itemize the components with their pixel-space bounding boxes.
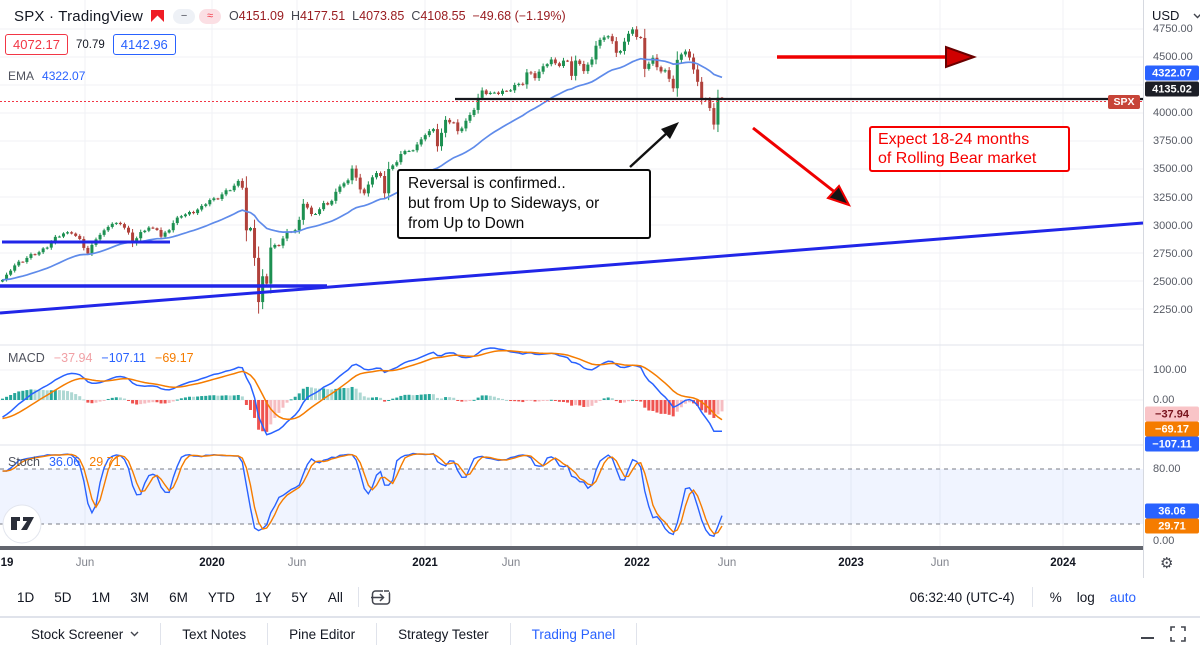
range-button-5d[interactable]: 5D	[54, 589, 72, 605]
chevron-down-icon	[130, 631, 139, 637]
time-axis-label: 2020	[199, 557, 225, 569]
macd-label: MACD	[8, 351, 45, 365]
range-buttons: 1D 5D 1M 3M 6M YTD 1Y 5Y All	[0, 588, 346, 607]
range-button-6m[interactable]: 6M	[169, 589, 188, 605]
time-axis-label: 2021	[412, 557, 438, 569]
price-tick: 80.00	[1153, 463, 1181, 475]
reversal-annotation-box[interactable]: Reversal is confirmed.. but from Up to Si…	[397, 169, 651, 239]
stoch-legend: Stoch 36.06 29.71	[8, 455, 121, 469]
macd-value: −107.11	[101, 351, 147, 365]
range-button-5y[interactable]: 5Y	[291, 589, 308, 605]
pane-resize-divider[interactable]	[0, 546, 1200, 550]
time-axis-label: Jun	[717, 557, 737, 569]
time-axis[interactable]: ⚙ 19 Jun 2020 Jun 2021 Jun 2022 Jun 2023 Jun 2024	[0, 550, 1200, 579]
percent-scale-button[interactable]: %	[1049, 589, 1062, 605]
price-badge: −37.94	[1145, 406, 1199, 422]
price-badge: 29.71	[1145, 518, 1199, 534]
bear-market-annotation-box[interactable]: Expect 18-24 months of Rolling Bear marke…	[869, 126, 1070, 172]
range-button-1d[interactable]: 1D	[17, 589, 35, 605]
price-badge: 4322.07	[1145, 65, 1199, 81]
alert-price-red-box[interactable]: 4072.17	[5, 34, 68, 55]
bottom-tab-bar: Stock Screener Text Notes Pine Editor Strat…	[0, 617, 1200, 649]
approx-pill[interactable]: ≈	[199, 8, 222, 24]
ema-label: EMA	[8, 69, 35, 83]
price-tick: 3250.00	[1153, 192, 1193, 204]
price-tick: 2750.00	[1153, 248, 1193, 260]
symbol-title[interactable]: SPX · TradingView	[14, 7, 144, 25]
tab-divider	[160, 623, 162, 645]
go-to-date-icon[interactable]	[370, 588, 392, 606]
gear-icon[interactable]: ⚙	[1160, 555, 1174, 572]
price-tick: 2250.00	[1153, 304, 1193, 316]
price-axis[interactable]: USD 4750.00 4500.00 4000.00 3750.00 3500.00 3…	[1143, 0, 1200, 550]
macd-value: −69.17	[155, 351, 194, 365]
time-axis-label: Jun	[75, 557, 95, 569]
toolbar-divider	[357, 587, 359, 607]
stoch-k-value: 36.06	[48, 455, 81, 469]
price-tick: 4000.00	[1153, 107, 1193, 119]
time-axis-label: Jun	[287, 557, 307, 569]
axis-separator	[1143, 550, 1144, 578]
price-badge: 36.06	[1145, 503, 1199, 519]
price-tick: 0.00	[1153, 535, 1175, 547]
price-tick: 100.00	[1153, 364, 1187, 376]
range-button-3m[interactable]: 3M	[130, 589, 150, 605]
time-axis-label: 2023	[838, 557, 864, 569]
macd-value: −37.94	[53, 351, 93, 365]
macd-legend: MACD −37.94 −107.11 −69.17	[8, 351, 194, 365]
price-tick: 4750.00	[1153, 23, 1193, 35]
time-axis-label: 19	[0, 557, 14, 569]
mid-value-label: 70.79	[76, 38, 105, 51]
tab-divider	[376, 623, 378, 645]
price-boxes-row: 4072.17 70.79 4142.96	[5, 34, 176, 55]
ema-value: 4322.07	[42, 69, 86, 83]
price-tick: 3000.00	[1153, 220, 1193, 232]
stoch-d-value: 29.71	[89, 455, 121, 469]
clock-label: 06:32:40 (UTC-4)	[909, 589, 1015, 605]
price-badge: −69.17	[1145, 421, 1199, 437]
alert-price-blue-box[interactable]: 4142.96	[112, 34, 176, 55]
price-tick: 4500.00	[1153, 51, 1193, 63]
tradingview-flag-icon	[151, 10, 165, 22]
range-button-1m[interactable]: 1M	[91, 589, 111, 605]
tab-divider	[509, 623, 511, 645]
tab-trading-panel[interactable]: Trading Panel	[531, 626, 616, 642]
range-button-ytd[interactable]: YTD	[207, 589, 235, 605]
chart-canvas[interactable]	[0, 0, 1143, 546]
price-tick: 3750.00	[1153, 135, 1193, 147]
chevron-down-icon	[1193, 13, 1200, 18]
chart-legend: SPX · TradingView − ≈ O4151.09 H4177.51 L4…	[14, 6, 566, 26]
tab-strategy-tester[interactable]: Strategy Tester	[398, 626, 489, 642]
auto-scale-button[interactable]: auto	[1109, 589, 1136, 605]
toolbar-divider	[1031, 587, 1033, 607]
tab-stock-screener[interactable]: Stock Screener	[10, 618, 160, 649]
macd-values: −37.94 −107.11 −69.17	[54, 351, 194, 365]
hide-indicator-pill[interactable]: −	[173, 8, 196, 24]
currency-label[interactable]: USD	[1152, 8, 1180, 23]
minimize-panel-icon[interactable]	[1141, 637, 1154, 639]
price-badge: 4135.02	[1145, 81, 1199, 97]
price-tick: 3500.00	[1153, 163, 1193, 175]
time-axis-label: Jun	[501, 557, 521, 569]
price-tick: 0.00	[1153, 394, 1175, 406]
time-axis-label: Jun	[930, 557, 950, 569]
fullscreen-icon[interactable]	[1170, 626, 1186, 642]
ohlc-legend: O4151.09 H4177.51 L4073.85 C4108.55 −49.68 (…	[229, 9, 566, 23]
tab-divider	[636, 623, 638, 645]
ema-legend: EMA 4322.07	[8, 69, 85, 83]
range-button-1y[interactable]: 1Y	[254, 589, 272, 605]
tab-text-notes[interactable]: Text Notes	[182, 626, 247, 642]
time-axis-label: 2022	[624, 557, 650, 569]
price-tick: 2500.00	[1153, 276, 1193, 288]
time-axis-label: 2024	[1050, 557, 1076, 569]
tab-pine-editor[interactable]: Pine Editor	[289, 626, 356, 642]
price-badge: −107.11	[1145, 436, 1199, 452]
log-scale-button[interactable]: log	[1076, 589, 1095, 605]
spx-line-badge: SPX	[1108, 95, 1140, 109]
range-button-all[interactable]: All	[327, 589, 343, 605]
tab-divider	[267, 623, 269, 645]
bottom-toolbar: 1D 5D 1M 3M 6M YTD 1Y 5Y All 06:32:40 (UTC-4) % …	[0, 578, 1200, 617]
stoch-label: Stoch	[8, 455, 40, 469]
